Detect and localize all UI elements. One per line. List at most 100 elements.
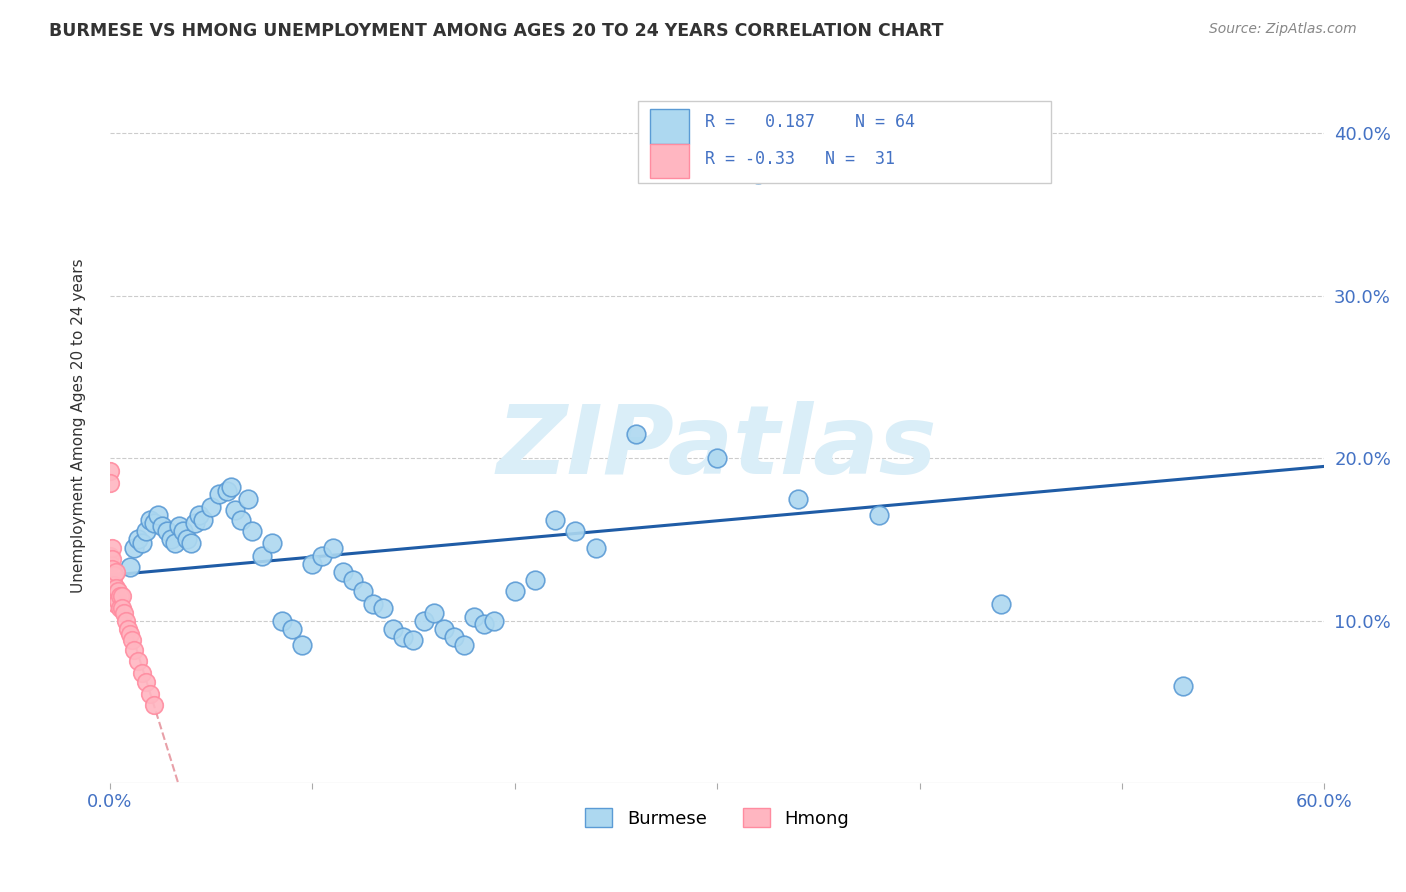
FancyBboxPatch shape (638, 101, 1052, 183)
Burmese (291, 638, 314, 652)
Burmese (127, 533, 149, 547)
Hmong (103, 578, 125, 592)
Burmese (402, 633, 425, 648)
Hmong (107, 584, 129, 599)
Hmong (120, 626, 142, 640)
Burmese (422, 606, 444, 620)
Burmese (159, 533, 181, 547)
Hmong (98, 557, 121, 571)
FancyBboxPatch shape (651, 109, 689, 144)
Hmong (117, 622, 139, 636)
Burmese (342, 573, 364, 587)
Burmese (148, 508, 170, 522)
Legend: Burmese, Hmong: Burmese, Hmong (578, 801, 856, 835)
Burmese (200, 500, 222, 514)
Hmong (112, 606, 135, 620)
Burmese (120, 560, 142, 574)
Burmese (361, 598, 384, 612)
Text: R =   0.187    N = 64: R = 0.187 N = 64 (704, 113, 915, 131)
Text: R = -0.33   N =  31: R = -0.33 N = 31 (704, 150, 896, 169)
Burmese (352, 584, 374, 599)
Hmong (101, 573, 124, 587)
Burmese (122, 541, 145, 555)
Burmese (187, 508, 209, 522)
Hmong (101, 552, 124, 566)
Hmong (135, 675, 157, 690)
Hmong (107, 594, 129, 608)
Burmese (990, 598, 1012, 612)
Burmese (250, 549, 273, 563)
Burmese (180, 535, 202, 549)
Hmong (108, 589, 131, 603)
Burmese (564, 524, 586, 539)
Text: ZIPatlas: ZIPatlas (496, 401, 938, 493)
Burmese (191, 513, 214, 527)
Hmong (115, 614, 138, 628)
Hmong (98, 549, 121, 563)
Burmese (392, 630, 415, 644)
Burmese (184, 516, 207, 531)
Hmong (101, 541, 124, 555)
Burmese (143, 516, 166, 531)
Hmong (98, 464, 121, 478)
Hmong (108, 600, 131, 615)
Hmong (101, 562, 124, 576)
Burmese (747, 167, 769, 181)
Burmese (236, 491, 259, 506)
Burmese (463, 610, 485, 624)
Burmese (332, 565, 354, 579)
Hmong (143, 698, 166, 712)
Hmong (103, 568, 125, 582)
Burmese (503, 584, 526, 599)
Hmong (111, 589, 134, 603)
Hmong (139, 687, 162, 701)
Burmese (155, 524, 177, 539)
Burmese (472, 616, 495, 631)
Burmese (139, 513, 162, 527)
Burmese (172, 524, 194, 539)
Burmese (686, 119, 709, 133)
Burmese (221, 481, 243, 495)
Hmong (104, 598, 127, 612)
Hmong (121, 633, 143, 648)
Burmese (260, 535, 283, 549)
Burmese (167, 519, 190, 533)
Burmese (787, 491, 810, 506)
Burmese (231, 513, 253, 527)
Burmese (131, 535, 153, 549)
Burmese (321, 541, 343, 555)
Hmong (98, 475, 121, 490)
Burmese (271, 614, 294, 628)
FancyBboxPatch shape (651, 144, 689, 178)
Burmese (624, 426, 647, 441)
Burmese (135, 524, 157, 539)
Burmese (208, 487, 231, 501)
Burmese (371, 600, 394, 615)
Burmese (152, 519, 174, 533)
Burmese (1171, 679, 1194, 693)
Burmese (176, 533, 198, 547)
Burmese (453, 638, 475, 652)
Hmong (127, 654, 149, 668)
Y-axis label: Unemployment Among Ages 20 to 24 years: Unemployment Among Ages 20 to 24 years (72, 259, 86, 593)
Hmong (131, 665, 153, 680)
Hmong (104, 581, 127, 595)
Hmong (104, 565, 127, 579)
Burmese (311, 549, 333, 563)
Text: Source: ZipAtlas.com: Source: ZipAtlas.com (1209, 22, 1357, 37)
Burmese (433, 622, 456, 636)
Burmese (163, 535, 186, 549)
Burmese (382, 622, 405, 636)
Hmong (103, 589, 125, 603)
Hmong (111, 600, 134, 615)
Burmese (281, 622, 304, 636)
Burmese (523, 573, 546, 587)
Burmese (585, 541, 607, 555)
Burmese (301, 557, 323, 571)
Burmese (240, 524, 263, 539)
Burmese (484, 614, 506, 628)
Burmese (443, 630, 465, 644)
Hmong (122, 643, 145, 657)
Burmese (412, 614, 434, 628)
Burmese (224, 503, 246, 517)
